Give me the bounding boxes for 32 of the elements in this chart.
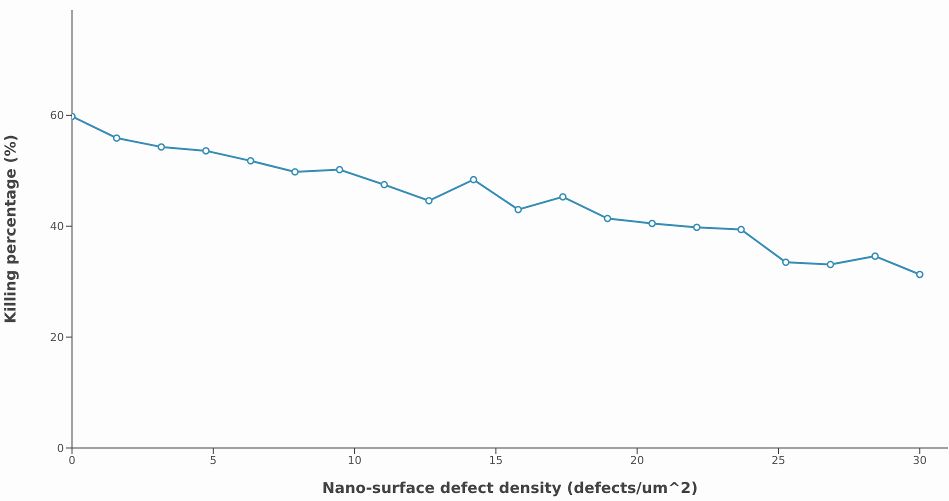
point <box>380 180 388 188</box>
x-tick-label: 25 <box>771 454 786 467</box>
point <box>158 143 166 151</box>
y-tick-label: 60 <box>50 109 64 122</box>
x-tick-label: 30 <box>912 454 927 467</box>
x-axis-title: Nano-surface defect density (defects/um^2) <box>322 479 698 497</box>
x-tick-label: 15 <box>488 454 503 467</box>
point <box>112 134 120 142</box>
point <box>604 214 612 222</box>
x-tick-label: 0 <box>68 454 76 467</box>
y-tick-label: 40 <box>50 220 64 234</box>
point <box>871 252 879 260</box>
point <box>916 270 924 278</box>
point <box>202 147 210 155</box>
x-tick-label: 20 <box>630 454 644 467</box>
point <box>693 224 701 232</box>
y-tick-label: 0 <box>57 442 64 455</box>
point <box>291 168 299 176</box>
x-tick-label: 10 <box>348 454 362 467</box>
point <box>514 206 522 214</box>
y-axis-title: Killing percentage (%) <box>1 134 20 324</box>
point <box>648 220 656 228</box>
point <box>826 260 834 268</box>
point <box>559 193 567 201</box>
point <box>470 176 478 184</box>
point <box>425 196 433 204</box>
point <box>246 157 254 165</box>
point <box>737 226 745 234</box>
point <box>782 258 790 266</box>
point <box>336 166 344 174</box>
y-tick-label: 20 <box>50 331 64 344</box>
x-tick-label: 5 <box>210 454 217 467</box>
